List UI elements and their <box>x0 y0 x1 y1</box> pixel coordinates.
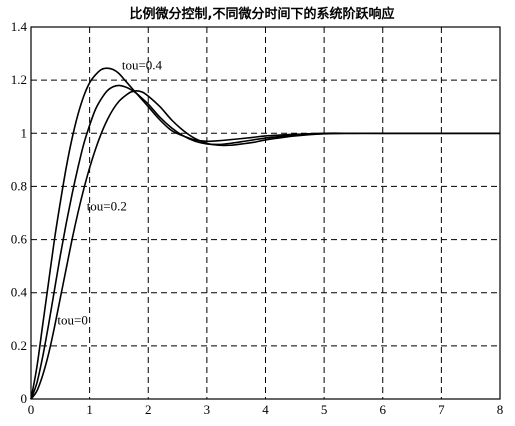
y-tick-label: 0.4 <box>11 285 28 300</box>
y-tick-label: 1.2 <box>11 72 27 87</box>
x-tick-label: 4 <box>262 402 269 417</box>
response-curves <box>30 67 500 400</box>
series-label: tou=0 <box>57 313 87 328</box>
series-line-tou-0-4 <box>30 67 500 400</box>
x-tick-label: 5 <box>321 402 328 417</box>
plot-frame <box>30 26 501 400</box>
y-tick-label: 0.8 <box>11 178 27 193</box>
series-line-tou-0 <box>30 89 500 400</box>
x-tick-label: 8 <box>497 402 504 417</box>
y-tick-label: 1 <box>21 125 28 140</box>
chart-title: 比例微分控制,不同微分时间下的系统阶跃响应 <box>130 6 395 22</box>
y-tick-label: 0.2 <box>11 338 27 353</box>
x-tick-label: 3 <box>204 402 211 417</box>
x-tick-label: 7 <box>438 402 445 417</box>
curve-annotations: tou=0.4 tou=0.2 tou=0 <box>57 58 162 328</box>
x-tick-label: 6 <box>380 402 387 417</box>
y-tick-label: 0.6 <box>11 232 28 247</box>
x-tick-label: 0 <box>28 402 35 417</box>
axis-tick-labels: 0 1 2 3 4 5 6 7 8 0 0.2 0.4 0.6 0.8 1 1.2 1.4 <box>11 19 504 417</box>
series-label: tou=0.4 <box>122 58 163 73</box>
x-tick-label: 2 <box>145 402 152 417</box>
y-tick-label: 1.4 <box>11 19 28 34</box>
x-tick-label: 1 <box>86 402 93 417</box>
series-label: tou=0.2 <box>87 198 127 213</box>
y-tick-label: 0 <box>21 391 28 406</box>
